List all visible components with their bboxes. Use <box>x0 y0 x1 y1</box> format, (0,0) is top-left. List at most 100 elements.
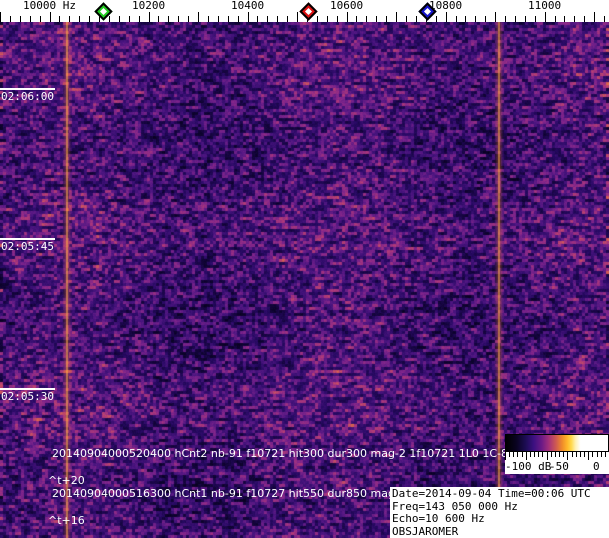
color-scale-tick <box>542 452 543 457</box>
color-scale-tick <box>580 452 581 457</box>
event-line-2: 20140904000516300 hCnt1 nb-91 f10727 hit… <box>52 487 449 500</box>
color-scale-label: -100 dB <box>505 460 552 473</box>
frequency-minor-tick <box>366 16 367 22</box>
frequency-minor-tick <box>69 16 70 22</box>
frequency-tick-label: 10400 <box>231 0 265 12</box>
frequency-minor-tick <box>129 16 130 22</box>
marker-center-dot <box>304 7 313 16</box>
color-scale-tick <box>526 452 527 460</box>
frequency-minor-tick <box>208 16 209 22</box>
marker-center-dot <box>423 7 432 16</box>
frequency-minor-tick <box>337 16 338 22</box>
frequency-major-tick <box>347 12 348 22</box>
frequency-major-tick <box>0 12 1 22</box>
frequency-minor-tick <box>515 16 516 22</box>
info-box: Date=2014-09-04 Time=00:06 UTC Freq=143 … <box>390 487 609 538</box>
color-scale-tick <box>534 452 535 457</box>
frequency-major-tick <box>446 12 447 22</box>
frequency-minor-tick <box>327 16 328 22</box>
frequency-minor-tick <box>188 16 189 22</box>
color-scale-tick <box>572 452 573 457</box>
frequency-minor-tick <box>525 16 526 22</box>
frequency-minor-tick <box>267 16 268 22</box>
frequency-minor-tick <box>238 16 239 22</box>
frequency-tick-label: 10800 <box>429 0 463 12</box>
time-axis-label: 02:06:00 <box>0 88 55 103</box>
frequency-minor-tick <box>277 16 278 22</box>
frequency-major-tick <box>198 12 199 22</box>
color-scale-ticks <box>505 452 609 460</box>
color-scale-labels: -100 dB -50 0 <box>505 460 609 474</box>
color-scale-tick <box>592 452 593 457</box>
frequency-minor-tick <box>119 16 120 22</box>
color-scale-gradient-bar <box>505 434 609 452</box>
frequency-minor-tick <box>59 16 60 22</box>
frequency-minor-tick <box>386 16 387 22</box>
frequency-minor-tick <box>505 16 506 22</box>
carrier-line-left <box>66 22 68 538</box>
color-scale-tick <box>505 452 506 460</box>
color-scale-tick <box>576 452 577 457</box>
frequency-major-tick <box>149 12 150 22</box>
color-scale-tick <box>522 452 523 457</box>
frequency-minor-tick <box>465 16 466 22</box>
carrier-line-right <box>498 22 500 538</box>
color-scale-tick <box>584 452 585 457</box>
color-scale-tick <box>555 452 556 457</box>
frequency-minor-tick <box>376 16 377 22</box>
frequency-minor-tick <box>10 16 11 22</box>
info-frequency: Freq=143 050 000 Hz <box>392 499 518 513</box>
info-observer: OBSJAROMER <box>392 524 459 538</box>
frequency-minor-tick <box>287 16 288 22</box>
frequency-minor-tick <box>30 16 31 22</box>
color-scale-tick <box>517 452 518 457</box>
color-scale-tick <box>563 452 564 457</box>
time-axis-label: 02:05:30 <box>0 388 55 403</box>
frequency-minor-tick <box>79 16 80 22</box>
frequency-minor-tick <box>168 16 169 22</box>
color-scale-tick <box>605 452 606 457</box>
frequency-minor-tick <box>20 16 21 22</box>
frequency-minor-tick <box>555 16 556 22</box>
frequency-ruler[interactable]: 10000 Hz 10200 10400 10600 10800 11000 <box>0 0 609 22</box>
frequency-ruler-labels: 10000 Hz 10200 10400 10600 10800 11000 <box>0 0 609 12</box>
frequency-major-tick <box>495 12 496 22</box>
frequency-minor-tick <box>257 16 258 22</box>
frequency-tick-label: 10200 <box>132 0 166 12</box>
frequency-major-tick <box>297 12 298 22</box>
frequency-minor-tick <box>574 16 575 22</box>
color-scale-tick <box>551 452 552 457</box>
frequency-minor-tick <box>317 16 318 22</box>
frequency-minor-tick <box>89 16 90 22</box>
frequency-minor-tick <box>228 16 229 22</box>
color-scale-tick <box>513 452 514 457</box>
color-scale-tick <box>597 452 598 457</box>
frequency-minor-tick <box>178 16 179 22</box>
marker-center-dot <box>99 7 108 16</box>
color-scale-tick <box>567 452 568 460</box>
frequency-minor-tick <box>356 16 357 22</box>
color-scale-tick <box>559 452 560 457</box>
frequency-tick-label: 10000 Hz <box>23 0 76 12</box>
color-scale-tick <box>538 452 539 457</box>
frequency-minor-tick <box>40 16 41 22</box>
frequency-tick-label: 10600 <box>330 0 364 12</box>
power-color-scale: -100 dB -50 0 <box>505 434 609 480</box>
frequency-minor-tick <box>436 16 437 22</box>
color-scale-tick <box>601 452 602 457</box>
frequency-minor-tick <box>158 16 159 22</box>
frequency-minor-tick <box>485 16 486 22</box>
frequency-major-tick <box>396 12 397 22</box>
frequency-minor-tick <box>218 16 219 22</box>
color-scale-tick <box>530 452 531 457</box>
color-scale-tick <box>547 452 548 460</box>
frequency-major-tick <box>248 12 249 22</box>
frequency-tick-label: 11000 <box>528 0 562 12</box>
frequency-minor-tick <box>406 16 407 22</box>
color-scale-tick <box>588 452 589 460</box>
color-scale-tick <box>509 452 510 457</box>
info-echo: Echo=10 600 Hz <box>392 512 485 526</box>
info-date-time: Date=2014-09-04 Time=00:06 UTC <box>392 487 591 500</box>
frequency-major-tick <box>50 12 51 22</box>
